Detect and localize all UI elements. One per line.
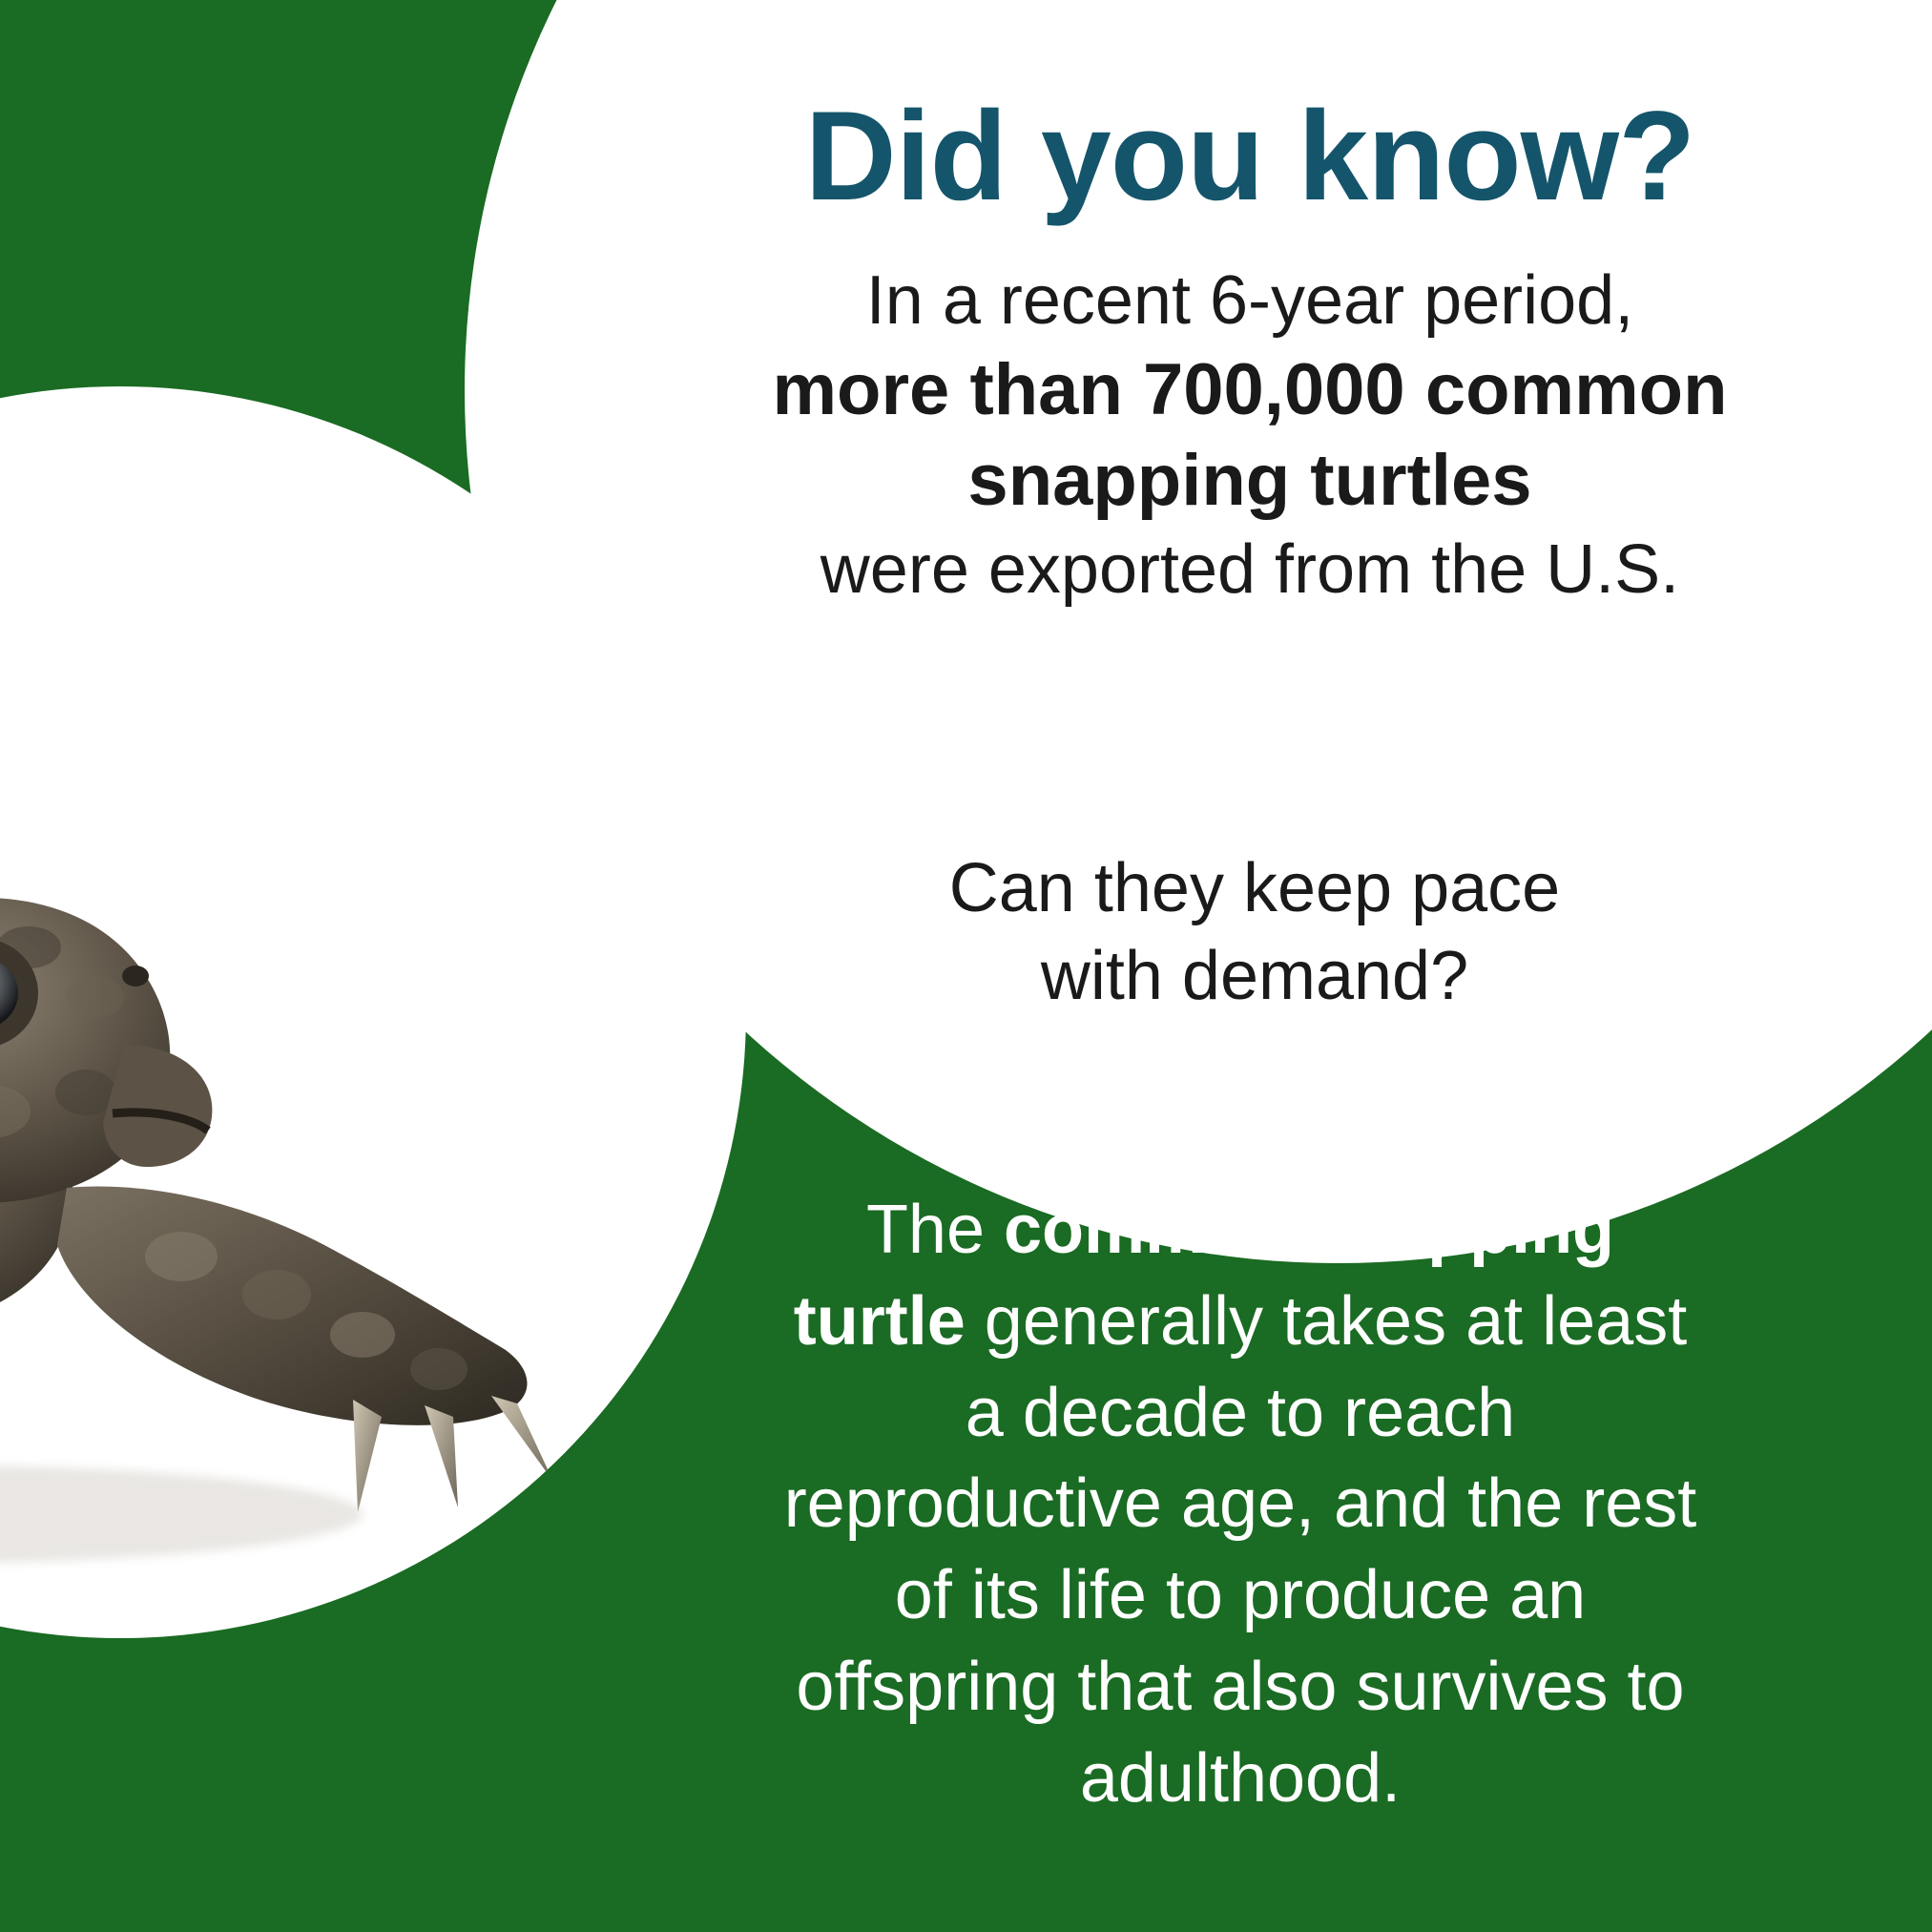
fact-line-1-plain: The	[865, 1192, 1005, 1268]
stat-line-4: were exported from the U.S.	[820, 531, 1680, 609]
fact-line-6: offspring that also survives to	[796, 1648, 1685, 1725]
stat-line-3: snapping turtles	[967, 440, 1532, 522]
turtle-mouth-line	[112, 1108, 211, 1134]
snapping-turtle-icon	[0, 898, 553, 1563]
right-leg-texture	[145, 1232, 467, 1390]
turtle-nostril	[122, 966, 149, 987]
fact-text-block: The common snapping turtle generally tak…	[611, 1185, 1870, 1824]
fact-line-2: turtle generally takes at least	[611, 1277, 1870, 1368]
turtle-eye	[0, 941, 38, 1046]
question-line-2: with demand?	[1040, 938, 1469, 1015]
turtle-right-claws	[353, 1396, 553, 1512]
fact-line-1: The common snapping	[611, 1185, 1870, 1277]
turtle-ground-shadow	[0, 1465, 363, 1563]
page-title: Did you know?	[611, 86, 1889, 227]
fact-line-1-strong: common snapping	[1004, 1192, 1615, 1268]
stat-line-2: more than 700,000 common	[772, 348, 1728, 430]
question-text-block: Can they keep pace with demand?	[649, 844, 1860, 1020]
turtle-photo-container	[0, 386, 746, 1638]
stat-line-1: In a recent 6-year period,	[865, 262, 1634, 339]
fact-line-5: of its life to produce an	[894, 1557, 1587, 1633]
statistic-text-block: In a recent 6-year period, more than 700…	[587, 258, 1913, 613]
fact-line-3: a decade to reach	[965, 1374, 1516, 1451]
fact-line-2-plain: generally takes at least	[965, 1282, 1688, 1360]
turtle-beak	[103, 1045, 213, 1167]
question-line-1: Can they keep pace	[948, 850, 1561, 926]
head-texture	[0, 926, 124, 1138]
headline-text: Did you know?	[804, 86, 1696, 227]
fact-line-7: adulthood.	[1079, 1739, 1402, 1817]
fact-line-4: reproductive age, and the rest	[783, 1465, 1697, 1543]
fact-line-2-strong: turtle	[793, 1282, 966, 1360]
